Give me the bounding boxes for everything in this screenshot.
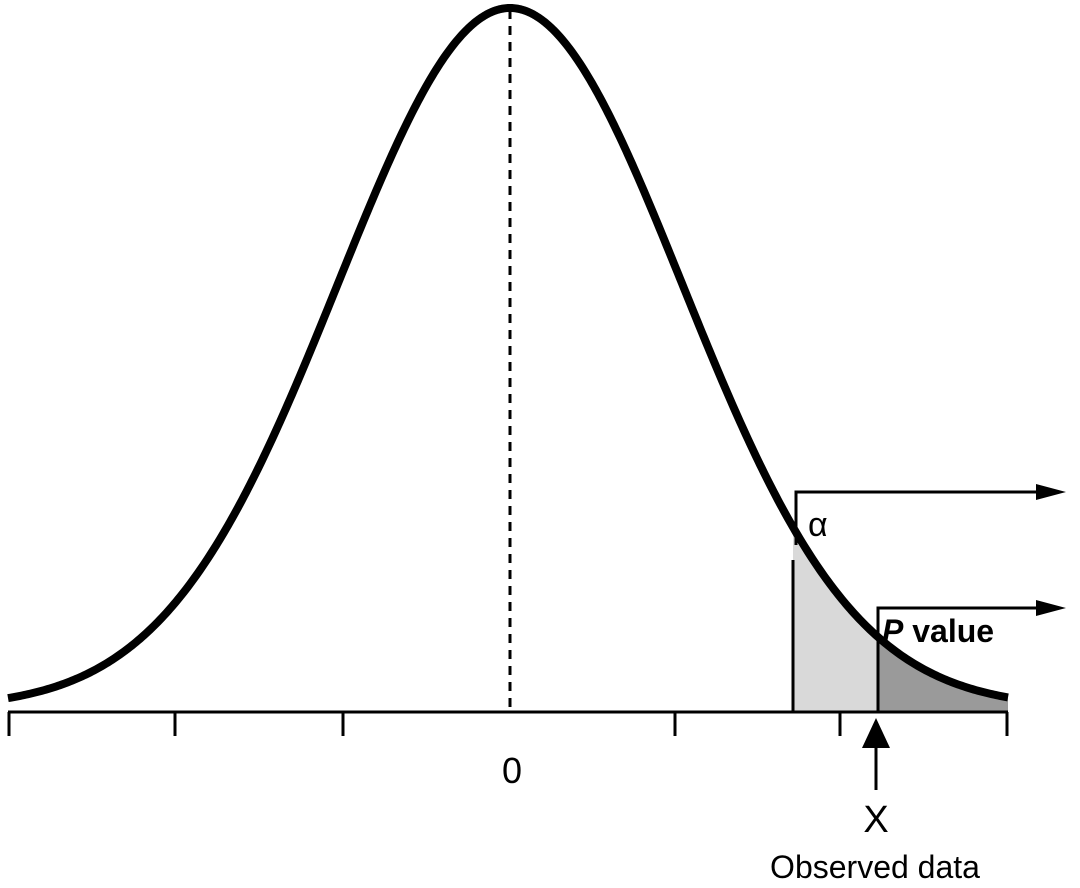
p-arrowhead (1036, 600, 1066, 616)
p-value-label: P value (882, 613, 994, 649)
zero-label: 0 (502, 750, 522, 791)
alpha-region (793, 527, 878, 712)
p-symbol: P (882, 613, 904, 649)
alpha-bracket (791, 490, 1040, 712)
p-word: value (912, 613, 994, 649)
x-axis (7, 710, 1009, 736)
normal-curve (6, 4, 1010, 703)
p-bracket (876, 606, 1040, 712)
observed-arrowhead (862, 718, 890, 748)
alpha-label: α (808, 506, 828, 544)
x-label: X (863, 799, 888, 841)
alpha-arrowhead (1036, 484, 1066, 500)
observed-label: Observed data (770, 849, 980, 885)
